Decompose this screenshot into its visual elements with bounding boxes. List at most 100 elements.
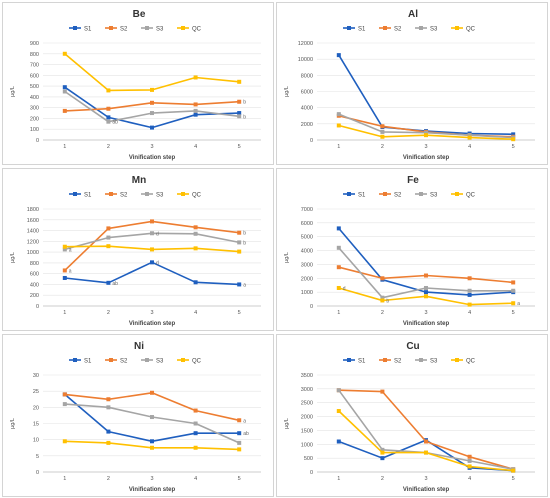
significance-letter: b [243, 114, 246, 120]
legend-label-s1: S1 [84, 359, 92, 365]
x-tick-label: 2 [381, 310, 384, 316]
data-point-s1 [336, 439, 341, 444]
legend-marker-s2 [383, 26, 387, 30]
chart-panel-mn: Mn S1 S2 S3 QC 0 200 400 600 800 1000 1200 1400 1600 1… [2, 168, 274, 331]
legend-marker-s1 [347, 358, 351, 362]
data-point-qc [467, 302, 472, 307]
data-point-s2 [380, 389, 385, 394]
series-line-qc [64, 53, 240, 92]
y-tick-label: 1000 [27, 250, 39, 256]
legend-marker-qc [181, 26, 185, 30]
legend-label-s1: S1 [358, 359, 366, 365]
data-point-s3 [380, 295, 385, 300]
x-tick-label: 2 [107, 476, 110, 482]
x-tick-label: 1 [63, 310, 66, 316]
y-tick-label: 1600 [27, 218, 39, 224]
legend-label-s3: S3 [156, 27, 164, 33]
x-axis-label: Vinification step [129, 487, 176, 493]
significance-letter: a [69, 247, 72, 253]
data-point-s2 [150, 100, 154, 105]
y-tick-label: 200 [30, 116, 39, 122]
series-line-s1 [338, 439, 514, 472]
data-point-s1 [467, 292, 472, 297]
y-tick-label: 500 [30, 84, 39, 90]
data-point-s1 [424, 290, 428, 295]
data-point-s1 [237, 111, 242, 116]
significance-letter: b [243, 100, 246, 106]
y-tick-label: 5 [36, 454, 39, 460]
data-point-s2 [106, 397, 111, 402]
y-tick-label: 6000 [301, 221, 313, 227]
legend-marker-s1 [347, 192, 351, 196]
y-tick-label: 2000 [301, 415, 313, 421]
y-tick-label: 900 [30, 41, 39, 47]
legend-marker-s3 [419, 358, 423, 362]
y-tick-label: 7000 [301, 207, 313, 213]
legend-label-qc: QC [466, 27, 476, 33]
legend-label-s2: S2 [394, 193, 402, 199]
legend-marker-qc [181, 358, 185, 362]
data-point-s1 [62, 275, 67, 280]
data-point-s3 [336, 245, 341, 250]
chart-title: Fe [407, 175, 419, 186]
legend-label-s3: S3 [430, 27, 438, 33]
legend-marker-s3 [145, 192, 149, 196]
data-point-s1 [237, 282, 242, 287]
y-tick-label: 8000 [301, 73, 313, 79]
y-axis-label: µg/L [284, 86, 290, 97]
data-point-s3 [424, 130, 428, 135]
data-point-s1 [106, 115, 111, 120]
x-tick-label: 3 [424, 476, 427, 482]
chart-panel-ni: Ni S1 S2 S3 QC 0 5 10 15 20 25 30 1 2 3 4 5 Vinification … [2, 334, 274, 497]
data-point-s3 [237, 240, 242, 245]
y-tick-label: 600 [30, 272, 39, 278]
x-tick-label: 1 [337, 310, 340, 316]
legend-label-s3: S3 [430, 359, 438, 365]
x-tick-label: 4 [194, 310, 197, 316]
significance-letter: ab [243, 431, 249, 437]
data-point-s3 [467, 133, 472, 138]
data-point-s3 [380, 129, 385, 134]
legend-marker-s2 [109, 26, 113, 30]
data-point-s1 [336, 53, 341, 58]
data-point-qc [237, 79, 242, 84]
x-tick-label: 2 [107, 310, 110, 316]
y-tick-label: 2500 [301, 401, 313, 407]
legend-marker-qc [455, 26, 459, 30]
legend-label-s1: S1 [84, 193, 92, 199]
significance-letter: a [243, 418, 246, 424]
significance-letter: a [243, 282, 246, 288]
chart-title: Ni [134, 341, 144, 352]
legend-marker-s1 [73, 26, 77, 30]
data-point-s3 [62, 89, 67, 94]
data-point-s2 [193, 225, 198, 230]
data-point-s2 [511, 280, 516, 285]
data-point-qc [62, 244, 67, 249]
x-tick-label: 2 [381, 144, 384, 150]
data-point-qc [336, 409, 341, 414]
data-point-s1 [106, 429, 111, 434]
significance-letter: d [156, 260, 159, 266]
y-tick-label: 25 [33, 389, 39, 395]
data-point-s2 [193, 408, 198, 413]
y-tick-label: 100 [30, 127, 39, 133]
data-point-s3 [336, 388, 341, 393]
y-tick-label: 0 [310, 304, 313, 310]
y-tick-label: 15 [33, 422, 39, 428]
y-tick-label: 1000 [301, 442, 313, 448]
data-point-s2 [336, 265, 341, 270]
chart-svg: Fe S1 S2 S3 QC 0 1000 2000 3000 4000 5000 6000 7000 1… [284, 175, 535, 327]
chart-svg: Ni S1 S2 S3 QC 0 5 10 15 20 25 30 1 2 3 4 5 Vinification … [10, 341, 261, 493]
data-point-s2 [62, 108, 67, 113]
data-point-s2 [106, 226, 111, 231]
y-tick-label: 400 [30, 282, 39, 288]
chart-svg: Al S1 S2 S3 QC 0 2000 4000 6000 8000 10000 12000 1 2 3… [284, 9, 535, 161]
y-tick-label: 12000 [298, 41, 313, 47]
data-point-s2 [467, 454, 472, 459]
legend-marker-s2 [383, 358, 387, 362]
legend-label-s3: S3 [430, 193, 438, 199]
significance-letter: b [243, 240, 246, 246]
legend-label-qc: QC [466, 193, 476, 199]
x-axis-label: Vinification step [403, 321, 450, 327]
